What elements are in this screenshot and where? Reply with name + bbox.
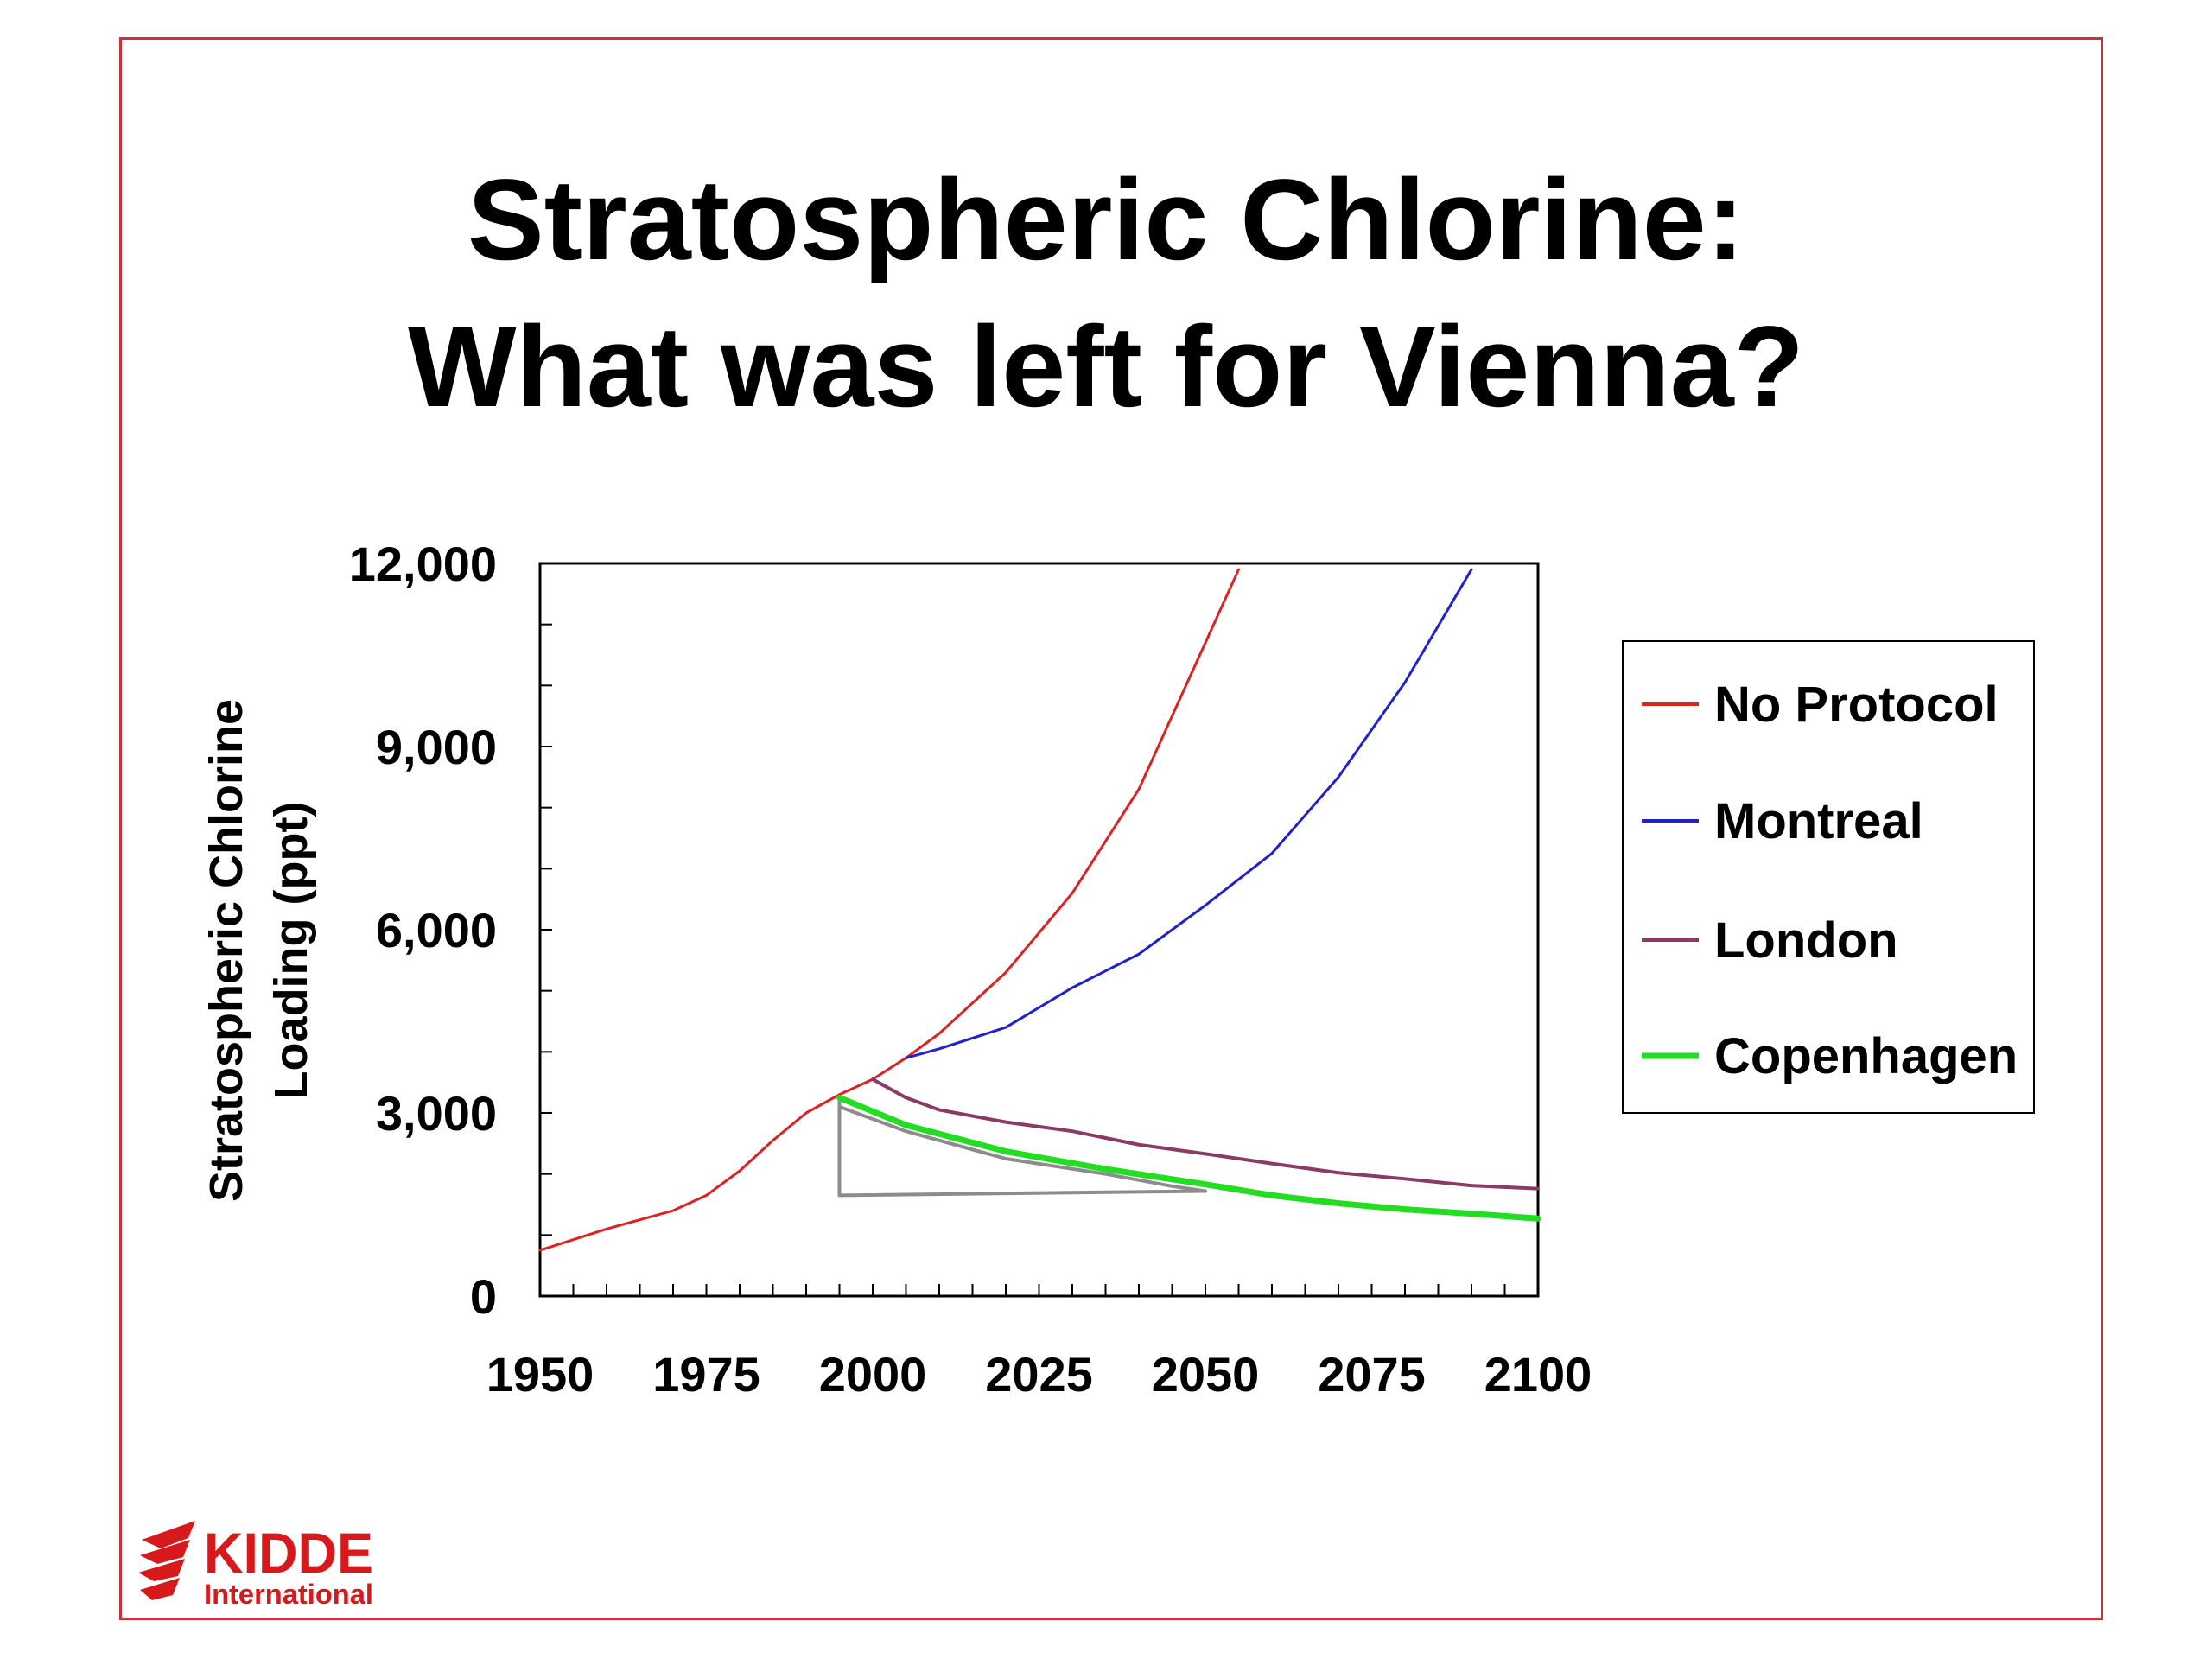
y-axis-title: Stratospheric Chlorine Loading (ppt) xyxy=(200,699,317,1202)
x-tick-label: 2025 xyxy=(985,1347,1093,1402)
series-line-copenhagen xyxy=(836,1094,1541,1222)
x-tick-label: 1975 xyxy=(652,1347,760,1402)
kidde-emblem-icon xyxy=(138,1521,195,1600)
y-axis-title-line-1: Stratospheric Chlorine xyxy=(200,699,252,1202)
y-tick-label: 6,000 xyxy=(376,903,497,957)
x-tick-label: 1950 xyxy=(486,1347,594,1402)
legend-label: No Protocol xyxy=(1714,677,1999,733)
series-line-london xyxy=(871,1077,1540,1191)
series-line-no-protocol xyxy=(538,568,1240,1252)
title-line-1: Stratospheric Chlorine: xyxy=(467,156,1745,284)
slide-frame xyxy=(119,37,2103,1620)
series-line-montreal xyxy=(905,568,1473,1059)
logo-subtitle: International xyxy=(204,1579,373,1609)
x-tick-label: 2100 xyxy=(1484,1347,1592,1402)
x-tick-label: 2050 xyxy=(1152,1347,1260,1402)
x-tick-label: 2000 xyxy=(819,1347,927,1402)
legend-label: London xyxy=(1714,912,1898,969)
title-line-2: What was left for Vienna? xyxy=(408,303,1804,431)
y-tick-label: 9,000 xyxy=(376,720,497,774)
plot-frame xyxy=(538,562,1540,1298)
logo-wordmark: KIDDE xyxy=(204,1521,373,1585)
y-tick-label: 0 xyxy=(470,1269,497,1324)
legend-label: Montreal xyxy=(1714,793,1923,849)
x-tick-label: 2075 xyxy=(1318,1347,1426,1402)
y-tick-label: 3,000 xyxy=(376,1086,497,1141)
y-tick-label: 12,000 xyxy=(349,537,497,591)
plot-area: 0 3,000 6,000 9,000 12,000 1950 1975 2000 2025 20… xyxy=(349,537,1592,1402)
kidde-logo: KIDDE International xyxy=(138,1521,373,1609)
legend: No Protocol Montreal London Copenhagen xyxy=(1622,640,2035,1114)
page-title: Stratospheric Chlorine: What was left fo… xyxy=(0,147,2212,441)
legend-box xyxy=(1622,640,2035,1114)
legend-label: Copenhagen xyxy=(1714,1028,2018,1084)
annotation-outline xyxy=(837,1097,1207,1198)
y-axis-title-line-2: Loading (ppt) xyxy=(265,802,317,1100)
